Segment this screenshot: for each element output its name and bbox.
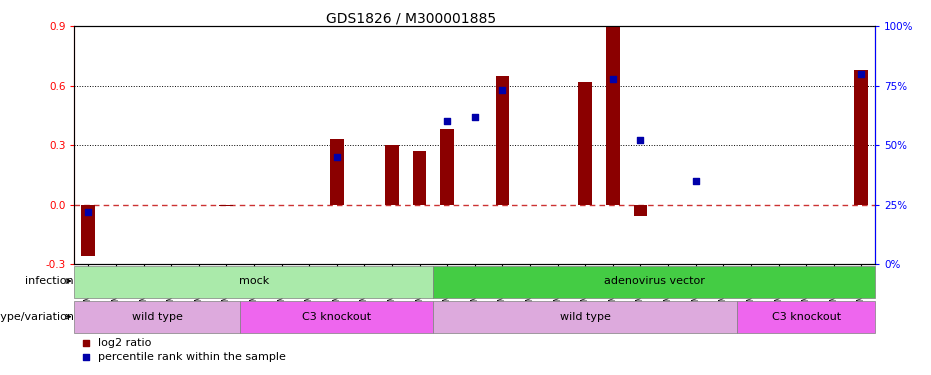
Text: adenovirus vector: adenovirus vector — [604, 276, 705, 286]
Point — [79, 354, 94, 360]
Title: GDS1826 / M300001885: GDS1826 / M300001885 — [326, 11, 496, 25]
Bar — [606, 26, 620, 204]
Bar — [330, 139, 344, 204]
Text: genotype/variation: genotype/variation — [0, 312, 74, 322]
Text: log2 ratio: log2 ratio — [99, 338, 152, 348]
Bar — [74, 302, 240, 333]
Point — [467, 114, 482, 120]
Bar — [634, 204, 647, 216]
Text: percentile rank within the sample: percentile rank within the sample — [99, 352, 287, 363]
Bar — [737, 302, 875, 333]
Point — [330, 154, 344, 160]
Text: mock: mock — [239, 276, 269, 286]
Point — [495, 87, 510, 93]
Point — [633, 137, 648, 143]
Bar — [240, 302, 434, 333]
Bar — [74, 266, 434, 298]
Text: C3 knockout: C3 knockout — [772, 312, 841, 322]
Bar — [434, 266, 875, 298]
Text: wild type: wild type — [560, 312, 611, 322]
Bar — [220, 204, 234, 207]
Bar — [412, 151, 426, 204]
Point — [79, 340, 94, 346]
Text: infection: infection — [25, 276, 74, 286]
Bar — [434, 302, 737, 333]
Text: C3 knockout: C3 knockout — [303, 312, 371, 322]
Bar — [855, 70, 869, 204]
Point — [854, 71, 869, 77]
Bar — [385, 145, 398, 204]
Point — [605, 75, 620, 81]
Bar — [578, 82, 592, 204]
Bar — [495, 76, 509, 204]
Bar — [81, 204, 95, 256]
Point — [81, 209, 96, 214]
Text: wild type: wild type — [132, 312, 182, 322]
Bar — [440, 129, 454, 204]
Point — [439, 118, 454, 124]
Point — [688, 178, 703, 184]
